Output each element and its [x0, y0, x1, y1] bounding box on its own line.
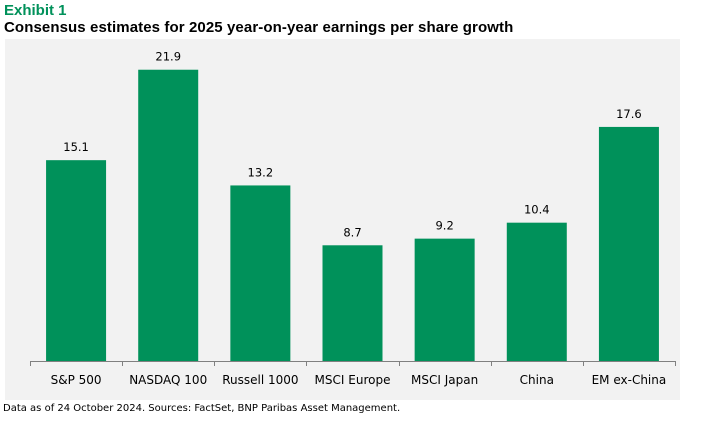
footnote: Data as of 24 October 2024. Sources: Fac…	[3, 403, 401, 414]
data-label-2: 13.2	[248, 165, 274, 179]
data-label-5: 10.4	[524, 203, 550, 217]
category-label-2: Russell 1000	[222, 373, 298, 387]
exhibit-label: Exhibit 1	[4, 2, 67, 19]
data-label-3: 8.7	[343, 225, 361, 239]
chart-title: Consensus estimates for 2025 year-on-yea…	[4, 19, 514, 36]
data-label-4: 9.2	[435, 219, 453, 233]
data-label-1: 21.9	[155, 50, 181, 64]
bar-0	[46, 160, 107, 361]
bar-3	[322, 245, 383, 361]
bar-4	[414, 238, 475, 361]
category-label-1: NASDAQ 100	[129, 373, 207, 387]
data-label-0: 15.1	[63, 140, 89, 154]
bar-5	[506, 222, 567, 361]
category-label-0: S&P 500	[51, 373, 102, 387]
category-label-4: MSCI Japan	[411, 373, 478, 387]
bar-2	[230, 185, 291, 361]
bar-6	[598, 126, 659, 361]
data-label-6: 17.6	[616, 107, 642, 121]
category-label-5: China	[520, 373, 554, 387]
bar-1	[138, 69, 199, 361]
category-label-3: MSCI Europe	[315, 373, 391, 387]
category-label-6: EM ex-China	[592, 373, 667, 387]
